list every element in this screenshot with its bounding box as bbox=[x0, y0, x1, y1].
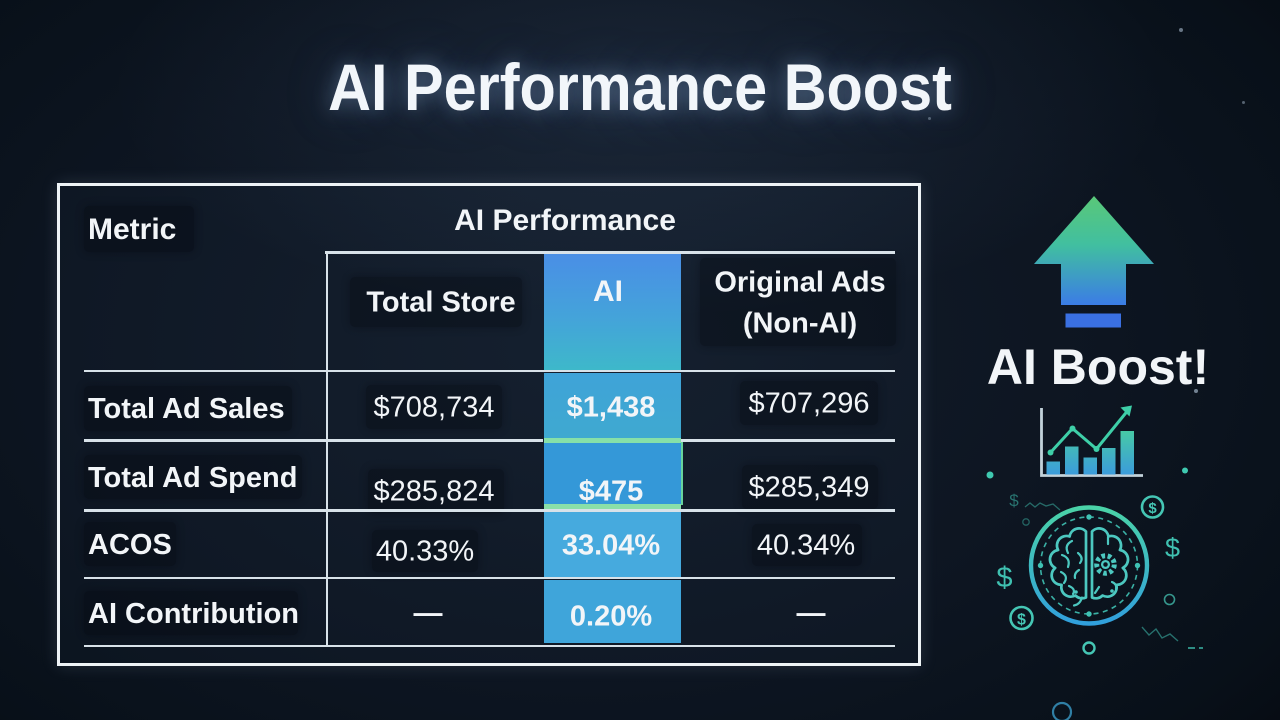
svg-text:$: $ bbox=[1148, 500, 1157, 517]
svg-text:$: $ bbox=[1017, 612, 1026, 629]
svg-text:$: $ bbox=[1009, 491, 1019, 510]
svg-text:$: $ bbox=[1165, 533, 1180, 563]
svg-text:$: $ bbox=[996, 562, 1012, 594]
